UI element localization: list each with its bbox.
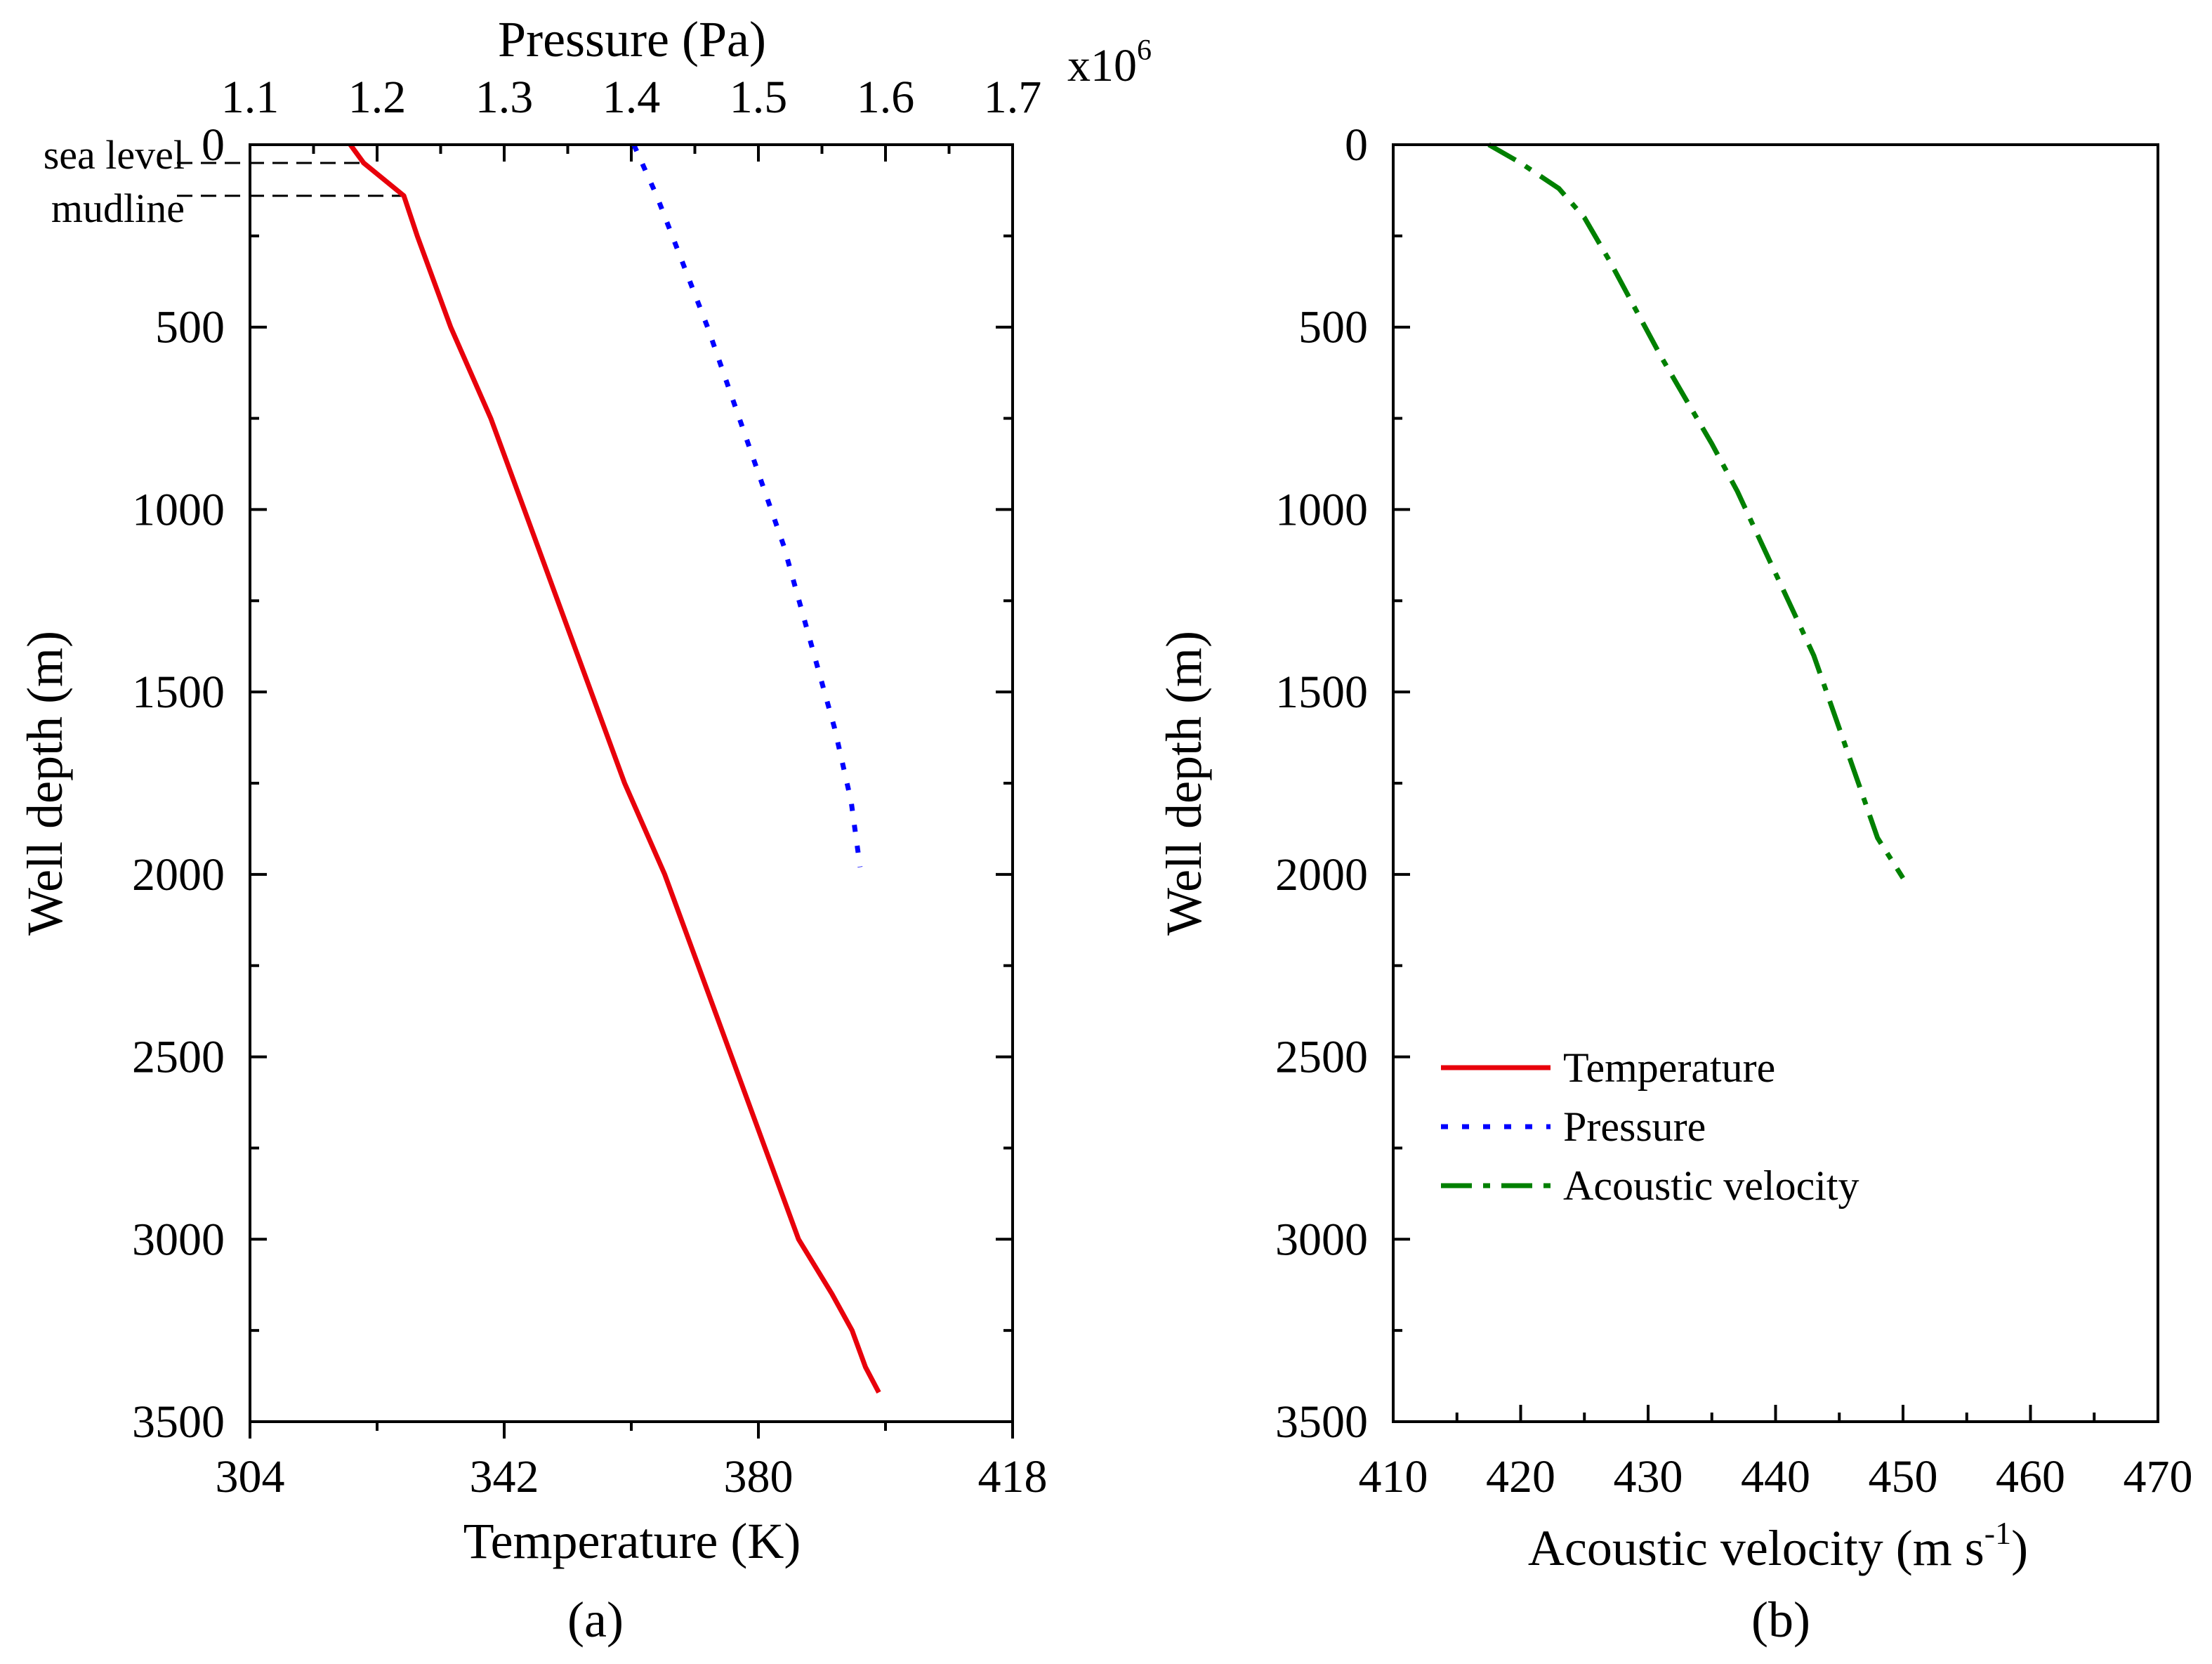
a-y-tick-label: 1000 [132, 484, 225, 535]
series-temperature [348, 143, 881, 1394]
b-x-tick-label: 430 [1614, 1451, 1683, 1502]
b-y-tick-label: 1000 [1275, 484, 1368, 535]
a-y-tick-label: 3500 [132, 1396, 225, 1448]
panel-a-bottom-ticks: 304 342 380 418 [216, 1422, 1048, 1502]
panel-b-x-ticks: 410 420 430 440 450 460 470 [1359, 1405, 2193, 1502]
panel-a-top-ticks: 1.1 1.2 1.3 1.4 1.5 1.6 1.7 [221, 72, 1042, 162]
panel-b-y-ticks: 0 500 1000 1500 2000 2500 3000 3500 [1275, 119, 1410, 1448]
b-y-tick-label: 1500 [1275, 667, 1368, 718]
b-x-tick-label: 420 [1486, 1451, 1555, 1502]
a-top-tick-label: 1.3 [475, 72, 534, 123]
b-y-tick-label: 3000 [1275, 1214, 1368, 1265]
annotation-label: sea level [44, 132, 185, 178]
panel-a-top-axis-multiplier: x106 [1067, 34, 1152, 91]
panel-a-bottom-axis-title: Temperature (K) [463, 1513, 801, 1569]
panel-b-y-axis-title: Well depth (m) [1156, 631, 1212, 936]
a-x-tick-label: 304 [216, 1451, 285, 1502]
series-pressure [631, 143, 863, 867]
a-top-tick-label: 1.7 [984, 72, 1042, 123]
b-y-tick-label: 2000 [1275, 849, 1368, 900]
b-x-tick-label: 450 [1869, 1451, 1938, 1502]
b-y-tick-label: 3500 [1275, 1396, 1368, 1448]
a-top-tick-label: 1.4 [603, 72, 661, 123]
a-y-tick-label: 2500 [132, 1032, 225, 1083]
b-y-tick-label: 500 [1298, 302, 1368, 353]
legend: Temperature Pressure Acoustic velocity [1441, 1044, 1859, 1209]
legend-label: Pressure [1563, 1103, 1706, 1150]
panel-a-series [348, 143, 881, 1394]
a-top-tick-label: 1.6 [857, 72, 915, 123]
panel-b-series [1487, 142, 1905, 879]
a-top-tick-label: 1.5 [730, 72, 788, 123]
panel-a-frame [249, 143, 1014, 1423]
panel-b-frame [1392, 143, 2159, 1423]
b-y-tick-label: 2500 [1275, 1032, 1368, 1083]
b-x-tick-label: 410 [1359, 1451, 1428, 1502]
a-x-tick-label: 342 [470, 1451, 539, 1502]
legend-label: Acoustic velocity [1563, 1162, 1859, 1209]
a-top-tick-label: 1.1 [221, 72, 279, 123]
panel-a-label: (a) [567, 1592, 624, 1648]
series-acoustic-velocity [1487, 142, 1905, 879]
b-x-tick-label: 470 [2124, 1451, 2193, 1502]
annotation-label: mudline [51, 185, 185, 231]
panel-b: 0 500 1000 1500 2000 2500 3000 3500 410 420 430 44… [1156, 119, 2193, 1648]
panel-b-x-axis-title: Acoustic velocity (m s-1) [1528, 1515, 2028, 1576]
a-y-tick-label: 1500 [132, 667, 225, 718]
panel-a: Pressure (Pa) x106 050010001500200025003… [17, 11, 1152, 1648]
b-y-tick-label: 0 [1345, 119, 1368, 171]
a-y-tick-label: 500 [155, 302, 225, 353]
legend-label: Temperature [1563, 1044, 1775, 1091]
b-x-tick-label: 440 [1741, 1451, 1810, 1502]
a-y-tick-label: 2000 [132, 849, 225, 900]
b-x-tick-label: 460 [1996, 1451, 2065, 1502]
a-x-tick-label: 380 [724, 1451, 794, 1502]
a-x-tick-label: 418 [978, 1451, 1048, 1502]
a-y-tick-label: 3000 [132, 1214, 225, 1265]
panel-a-annotations: sea level mudline [44, 132, 404, 231]
a-top-tick-label: 1.2 [348, 72, 407, 123]
panel-a-top-axis-title: Pressure (Pa) [498, 11, 766, 67]
panel-b-label: (b) [1751, 1592, 1810, 1648]
panel-a-y-axis-title: Well depth (m) [17, 631, 73, 936]
